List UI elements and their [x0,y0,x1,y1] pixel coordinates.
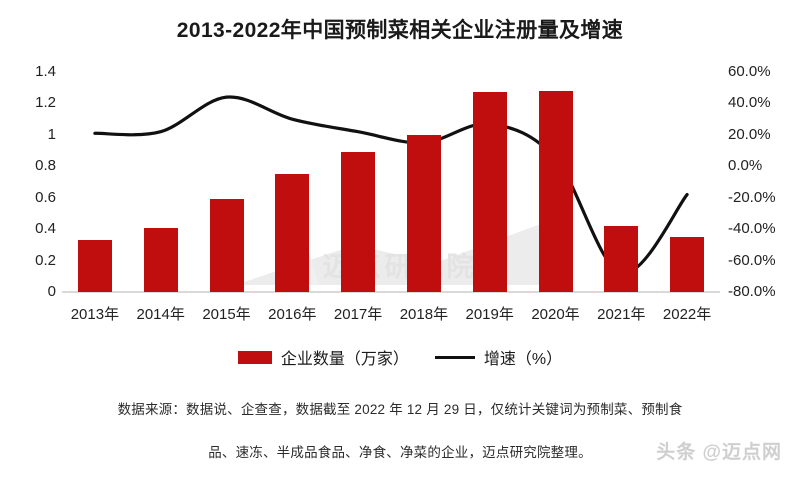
x-axis-tick: 2017年 [333,306,383,323]
chart-legend: 企业数量（万家） 增速（%） [0,345,800,369]
x-axis-tick: 2021年 [597,306,646,323]
footnote-line-1: 数据来源：数据说、企查查，数据截至 2022 年 12 月 29 日，仅统计关键… [117,402,683,417]
y-axis-left-tick: 0.6 [35,188,56,206]
x-axis-tick: 2019年 [465,306,514,323]
y-axis-right-tick: 20.0% [728,125,771,143]
y-axis-right-tick: 60.0% [728,63,771,80]
watermark-corner-text: 头条 @迈点网 [656,442,782,463]
x-axis-tick: 2013年 [70,306,120,323]
bar-2013年 [77,240,112,292]
footnote-line-2: 品、速冻、半成品食品、净食、净菜的企业，迈点研究院整理。 [208,445,592,460]
legend-bar-swatch-icon [237,350,272,364]
bar-2018年 [406,134,441,292]
x-axis-tick: 2018年 [399,306,449,323]
bar-2016年 [275,174,310,292]
x-axis-tick: 2016年 [268,306,317,323]
x-axis-tick: 2014年 [136,306,185,323]
legend-line-swatch-icon [434,355,475,359]
growth-rate-line [93,95,689,275]
bar-2019年 [472,92,507,292]
x-axis-tick: 2022年 [662,306,712,323]
y-axis-left-tick: 1 [47,125,56,143]
chart-title: 2013-2022年中国预制菜相关企业注册量及增速 [176,19,624,42]
y-axis-right-tick: -60.0% [728,251,776,269]
y-axis-left-tick: 1.4 [35,63,56,80]
bar-2020年 [538,90,573,292]
y-axis-right-tick: -20.0% [728,188,776,206]
bar-2021年 [604,226,639,292]
y-axis-left-tick: 0.8 [35,157,56,175]
plot-area [62,90,720,293]
bar-2022年 [670,237,705,292]
legend-item-bar: 企业数量（万家） [237,345,409,369]
y-axis-left-tick: 0 [47,283,56,300]
y-axis-left-tick: 1.2 [35,94,56,112]
bar-2015年 [209,199,244,292]
x-axis-tick: 2015年 [202,306,251,323]
y-axis-right-tick: -80.0% [728,283,776,300]
axis-baseline [62,291,720,293]
legend-item-line: 增速（%） [434,345,563,369]
bar-2017年 [341,152,376,292]
y-axis-right-tick: -40.0% [728,220,776,238]
y-axis-right-tick: 40.0% [728,94,771,112]
bar-2014年 [143,227,178,292]
y-axis-right-tick: 0.0% [728,157,763,175]
y-axis-left-tick: 0.4 [35,220,56,238]
y-axis-left-tick: 0.2 [35,251,56,269]
x-axis-tick: 2020年 [531,306,580,323]
legend-bar-label: 企业数量（万家） [280,351,409,368]
legend-line-label: 增速（%） [483,351,563,368]
